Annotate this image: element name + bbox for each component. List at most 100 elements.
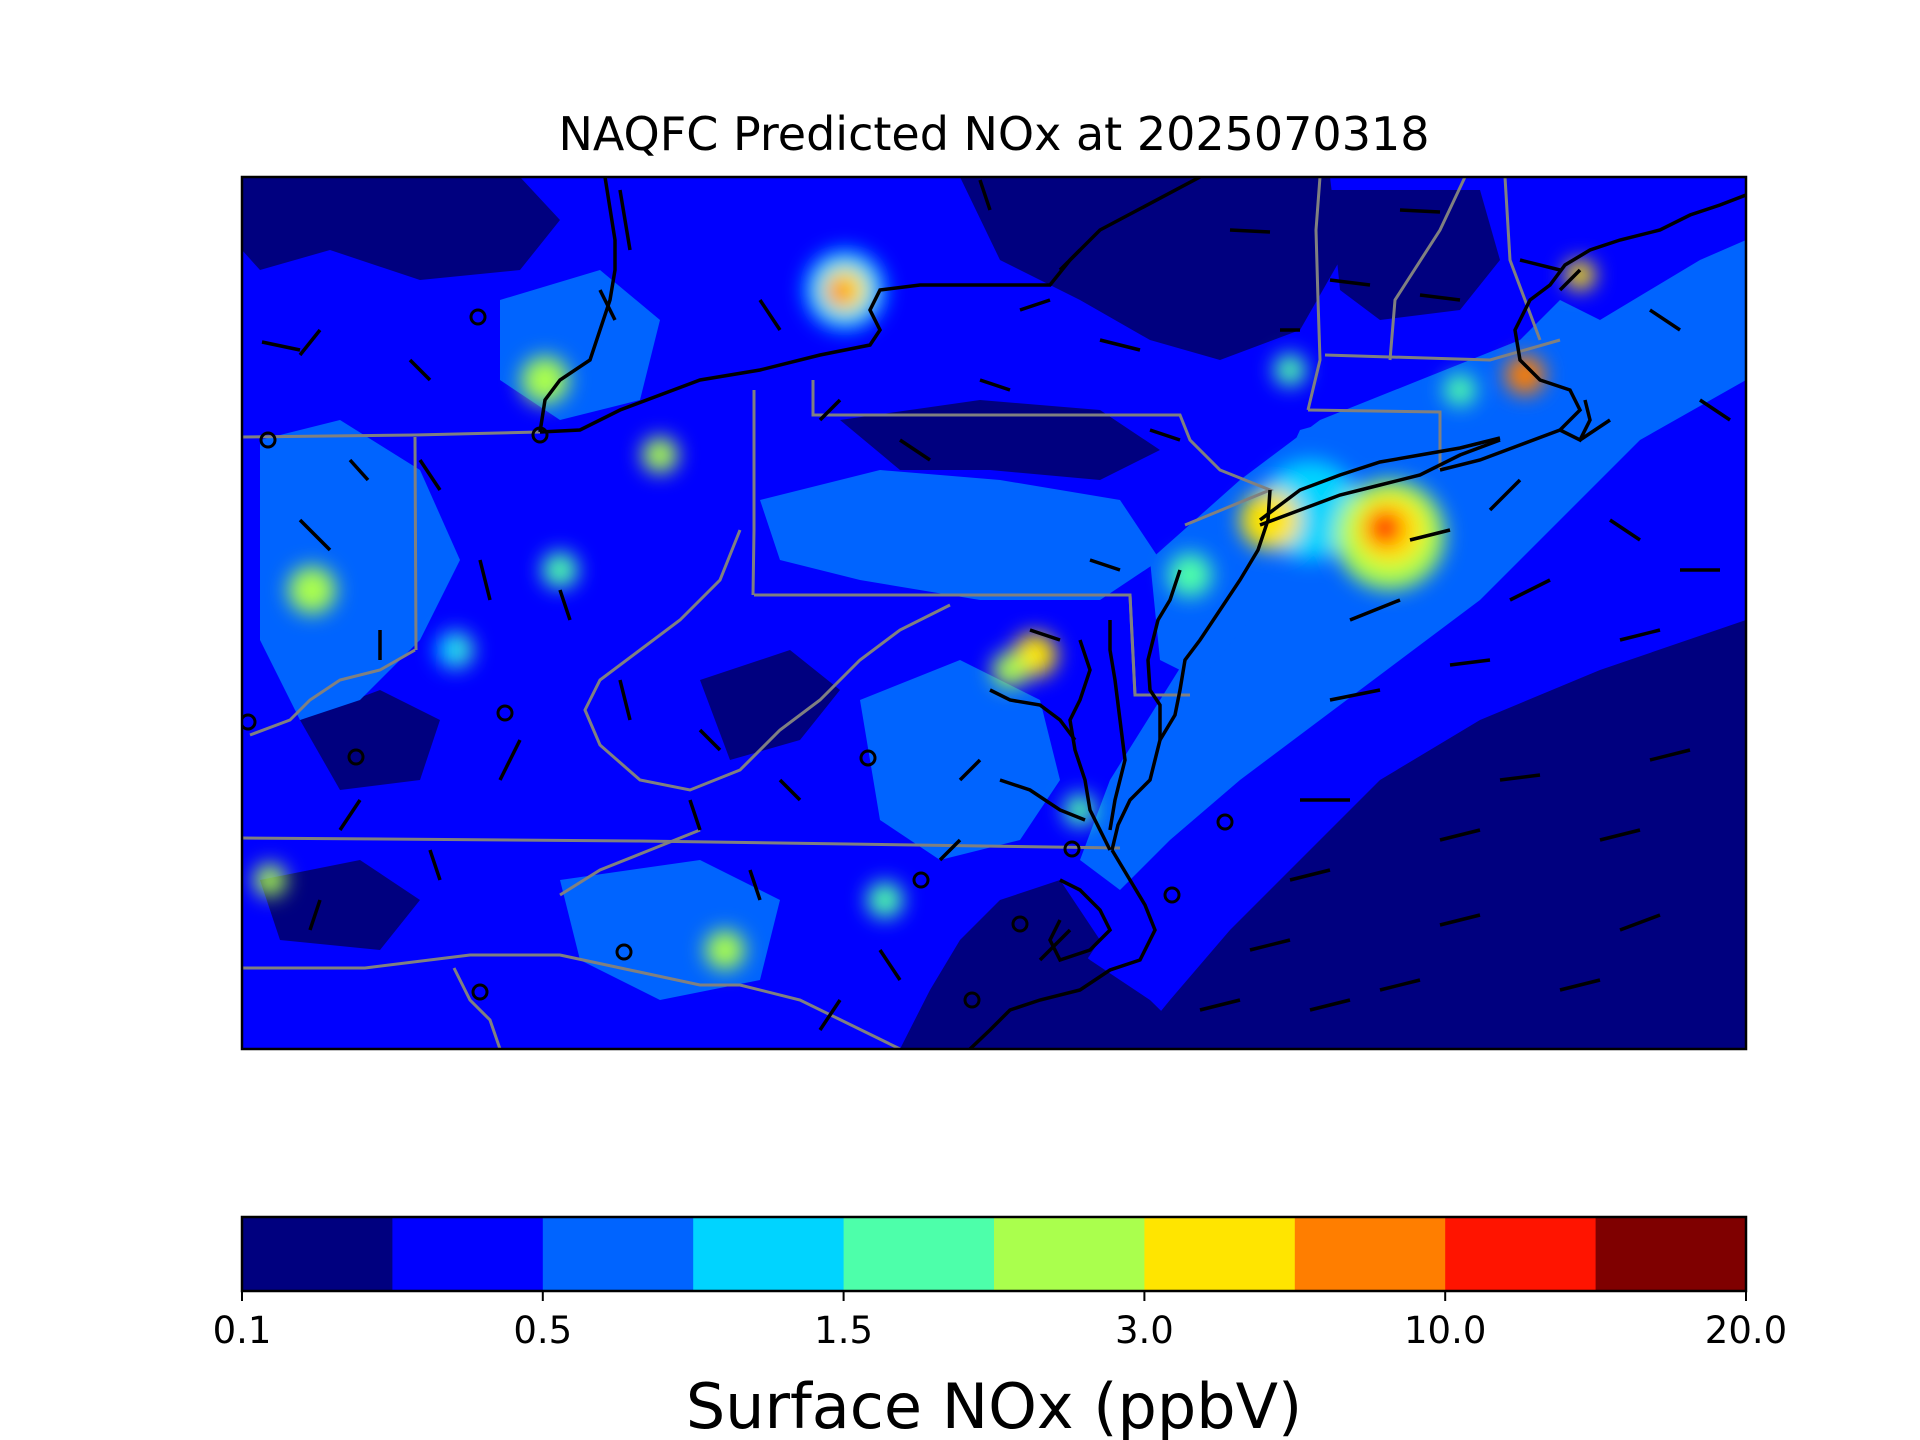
wind-barb bbox=[1599, 828, 1641, 842]
border-md-de bbox=[1128, 594, 1137, 696]
wind-barb bbox=[1699, 398, 1731, 422]
wind-barb bbox=[1409, 528, 1451, 542]
virginia-medium-region bbox=[860, 660, 1060, 860]
potomac bbox=[989, 688, 1077, 742]
wind-barb bbox=[1609, 518, 1641, 542]
map-frame bbox=[240, 175, 1748, 1051]
border-ma bbox=[1324, 338, 1561, 362]
colorbar-tick-label: 1.5 bbox=[814, 1309, 873, 1352]
border-vt-nh bbox=[1388, 177, 1467, 361]
west-virginia-low-region bbox=[700, 650, 840, 760]
wind-barb bbox=[1558, 268, 1582, 292]
colorbar-frame bbox=[240, 1215, 1748, 1293]
wind-barb bbox=[1099, 338, 1141, 352]
wind-barb bbox=[878, 949, 902, 981]
wind-barb bbox=[1449, 658, 1491, 667]
calm-circle bbox=[259, 431, 277, 449]
calm-circle bbox=[1063, 840, 1081, 858]
wind-barb bbox=[418, 459, 442, 491]
colorbar-segment bbox=[994, 1217, 1145, 1291]
wind-barb bbox=[958, 758, 982, 782]
border-michigan-ohio bbox=[242, 430, 541, 439]
hartford-hotspot bbox=[1444, 374, 1476, 406]
wind-barb bbox=[1439, 828, 1481, 842]
cleveland-hotspot bbox=[542, 552, 578, 588]
calm-circle bbox=[859, 749, 877, 767]
border-ky-va bbox=[559, 828, 701, 897]
wind-barb bbox=[1619, 913, 1661, 932]
pamlico-sound bbox=[1048, 878, 1113, 963]
wind-barb bbox=[938, 838, 962, 862]
dc-hotspot bbox=[992, 652, 1028, 688]
colorbar-tick-label: 0.5 bbox=[513, 1309, 572, 1352]
wind-barb bbox=[498, 739, 522, 781]
vermont-low-region bbox=[1330, 190, 1500, 320]
wind-barb bbox=[1419, 293, 1461, 302]
border-nc-sc bbox=[242, 953, 901, 1049]
border-ohio-pa bbox=[751, 390, 756, 596]
kentucky-low-region bbox=[260, 860, 420, 950]
wind-barb bbox=[1379, 978, 1421, 992]
calm-circle bbox=[963, 991, 981, 1009]
colorbar-label: Surface NOx (ppbV) bbox=[686, 1370, 1302, 1440]
portland-hotspot bbox=[1565, 260, 1595, 290]
colorbar-segment bbox=[1294, 1217, 1446, 1291]
colorbar-segment bbox=[392, 1217, 544, 1291]
calm-circle bbox=[615, 943, 633, 961]
wind-barb bbox=[428, 849, 442, 881]
colorbar-tick-label: 20.0 bbox=[1705, 1309, 1787, 1352]
wind-barb bbox=[598, 289, 617, 321]
calm-circle bbox=[1216, 813, 1234, 831]
wind-barb bbox=[408, 358, 432, 382]
cape-cod bbox=[1559, 399, 1592, 443]
norfolk-hotspot bbox=[867, 882, 903, 918]
wind-barb bbox=[978, 179, 992, 211]
colorbar-segment bbox=[1144, 1217, 1296, 1291]
border-wv bbox=[583, 529, 951, 792]
wind-barb bbox=[1058, 248, 1082, 272]
toronto-hotspot-core bbox=[830, 282, 850, 302]
calm-circle bbox=[531, 426, 549, 444]
wind-barb bbox=[979, 378, 1011, 392]
delmarva-coast bbox=[1110, 739, 1162, 851]
nj-coast bbox=[1158, 489, 1272, 741]
wind-barb bbox=[698, 728, 722, 752]
philadelphia-hotspot bbox=[1168, 553, 1212, 597]
wind-barb bbox=[1488, 478, 1522, 512]
calm-circle bbox=[242, 713, 257, 731]
wind-barb bbox=[1249, 938, 1291, 952]
wind-barb bbox=[1329, 688, 1381, 702]
wind-barb bbox=[818, 398, 842, 422]
wind-barb bbox=[1579, 418, 1611, 442]
wind-barb bbox=[1649, 308, 1681, 332]
wind-barb bbox=[558, 589, 572, 621]
wind-barb bbox=[1519, 258, 1561, 272]
wind-barb bbox=[1038, 928, 1072, 962]
border-ky-tn bbox=[452, 967, 502, 1049]
wind-barb bbox=[1649, 748, 1691, 762]
colorbar-tick-label: 3.0 bbox=[1115, 1309, 1174, 1352]
colorbar-segment bbox=[1595, 1217, 1747, 1291]
new-york-low-region bbox=[840, 400, 1160, 480]
colorbar-tick-label: 0.1 bbox=[213, 1309, 272, 1352]
detroit-hotspot bbox=[288, 566, 336, 614]
chart-title: NAQFC Predicted NOx at 2025070318 bbox=[558, 107, 1429, 161]
wind-barb bbox=[618, 679, 632, 721]
james-river bbox=[999, 778, 1086, 822]
colorbar-segment bbox=[542, 1217, 694, 1291]
wind-barb bbox=[1149, 428, 1181, 442]
colorbar bbox=[240, 1215, 1748, 1293]
columbus-hotspot bbox=[436, 636, 464, 664]
colorbar-segment bbox=[693, 1217, 845, 1291]
calm-wind-circles bbox=[242, 308, 1234, 1009]
calm-circle bbox=[471, 983, 489, 1001]
coastlines bbox=[538, 177, 1746, 1049]
colorbar-ticks: 0.1 0.5 1.5 3.0 10.0 20.0 bbox=[213, 1291, 1787, 1352]
wind-barb bbox=[348, 458, 370, 482]
northern-ny-low-region bbox=[960, 177, 1340, 360]
wind-barb bbox=[1199, 998, 1241, 1012]
border-va-nc bbox=[242, 836, 1121, 850]
wind-barb bbox=[818, 999, 842, 1031]
wind-barb bbox=[298, 518, 332, 552]
wind-barb bbox=[899, 438, 931, 462]
